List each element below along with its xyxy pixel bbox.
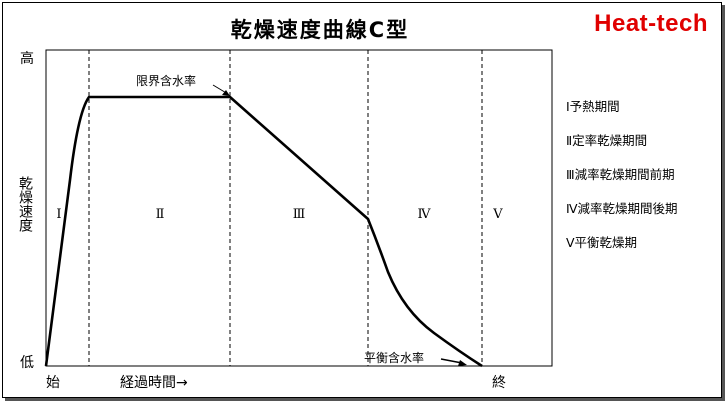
legend-item-1: Ⅰ予熱期間 [566, 99, 620, 114]
legend-item-4: Ⅳ減率乾燥期間後期 [566, 201, 678, 216]
phase-label-5: Ⅴ [492, 207, 503, 222]
legend-item-3: Ⅲ減率乾燥期間前期 [566, 167, 675, 182]
diagram-title: 乾燥速度曲線C型 [230, 18, 410, 42]
x-axis-label: 経過時間→ [120, 375, 188, 391]
diagram-frame [2, 2, 722, 398]
x-axis-start-label: 始 [46, 375, 60, 391]
equilibrium-moisture-arrowhead [458, 360, 467, 366]
phase-legend: Ⅰ予熱期間 Ⅱ定率乾燥期間 Ⅲ減率乾燥期間前期 Ⅳ減率乾燥期間後期 Ⅴ平衡乾燥期 [566, 96, 678, 266]
phase-label-2: Ⅱ [156, 207, 165, 222]
y-axis-high-label: 高 [20, 51, 34, 67]
phase-label-4: Ⅳ [418, 207, 432, 222]
phase-label-1: Ⅰ [56, 207, 61, 222]
legend-item-5: Ⅴ平衡乾燥期 [566, 235, 638, 250]
phase-label-3: Ⅲ [293, 207, 306, 222]
critical-moisture-label: 限界含水率 [136, 73, 196, 88]
drying-rate-curve [44, 95, 483, 368]
y-axis-label: 乾燥速度 [17, 176, 33, 232]
equilibrium-moisture-label: 平衡含水率 [364, 350, 424, 365]
x-axis-end-label: 終 [492, 375, 506, 391]
y-axis-low-label: 低 [20, 355, 34, 371]
legend-item-2: Ⅱ定率乾燥期間 [566, 133, 648, 148]
equilibrium-moisture-arrow [440, 358, 463, 364]
brand-logo: Heat-tech [594, 10, 708, 37]
critical-moisture-arrowhead [222, 90, 230, 96]
plot-area [45, 49, 553, 367]
